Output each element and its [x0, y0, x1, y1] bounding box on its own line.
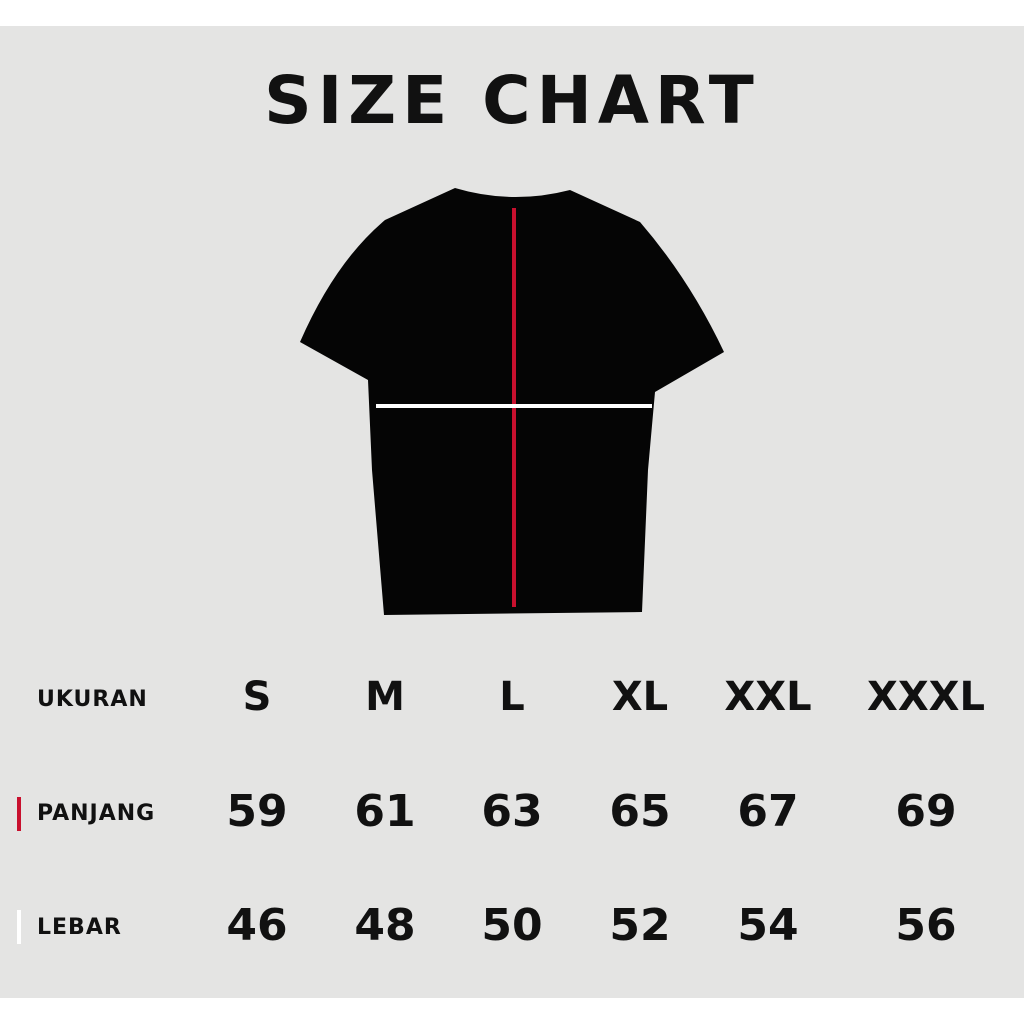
size-value: 54 — [737, 900, 799, 951]
size-header: XL — [611, 674, 669, 720]
size-header: L — [499, 674, 525, 720]
size-value: 69 — [895, 786, 957, 837]
size-value: 63 — [481, 786, 543, 837]
row-label-panjang: PANJANG — [37, 801, 156, 826]
size-value: 59 — [226, 786, 288, 837]
width-marker — [17, 910, 21, 944]
size-value: 65 — [609, 786, 671, 837]
size-value: 56 — [895, 900, 957, 951]
size-value: 46 — [226, 900, 288, 951]
header-label: UKURAN — [37, 687, 148, 712]
size-value: 50 — [481, 900, 543, 951]
size-header: XXXL — [866, 674, 985, 720]
size-value: 67 — [737, 786, 799, 837]
size-value: 52 — [609, 900, 671, 951]
page-title: SIZE CHART — [264, 62, 760, 139]
size-header: S — [242, 674, 272, 720]
size-value: 48 — [354, 900, 416, 951]
size-header: XXL — [724, 674, 812, 720]
length-marker — [17, 797, 21, 831]
size-header: M — [365, 674, 405, 720]
size-value: 61 — [354, 786, 416, 837]
row-label-lebar: LEBAR — [37, 915, 122, 940]
